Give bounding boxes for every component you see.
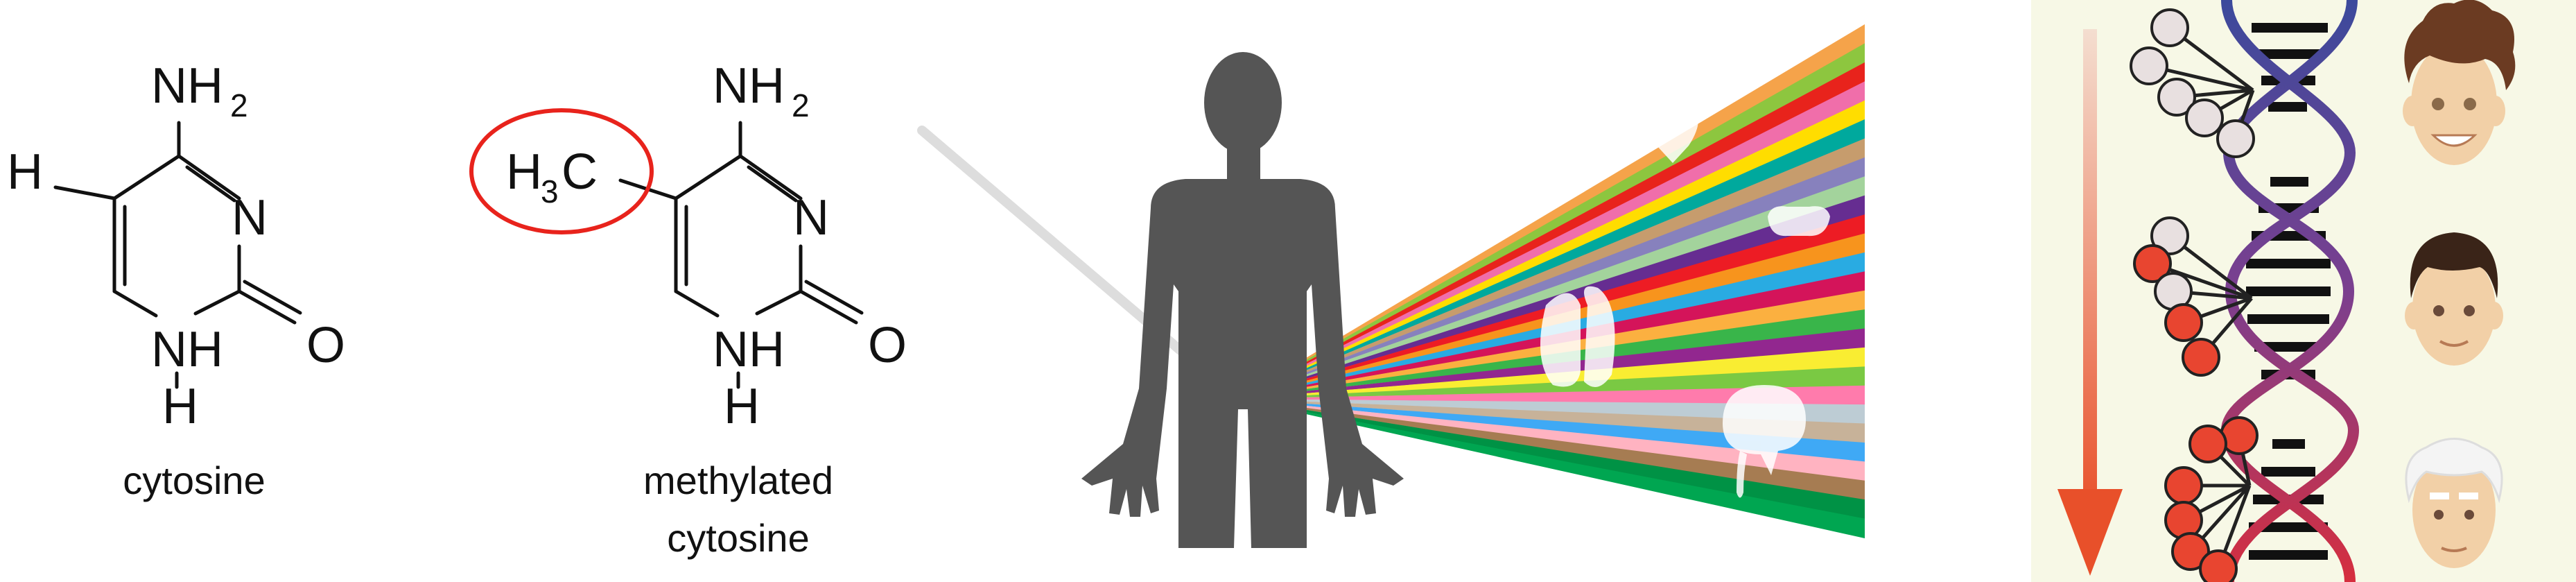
spectrum-beam (1237, 347, 1865, 399)
spectrum-beam (1237, 366, 1865, 399)
unmethylated-marker (2216, 119, 2255, 158)
methyl-group-c-label: C (562, 144, 598, 200)
human-silhouette (1081, 52, 1404, 548)
methylated-marker (2133, 244, 2172, 283)
methylated-marker (2199, 549, 2238, 582)
methylated-nh-label: NH (713, 322, 785, 377)
spectrum-beam (1237, 43, 1865, 399)
methylated-marker (2171, 532, 2210, 571)
dna-backbone-right (2220, 0, 2358, 582)
unmethylated-marker (2150, 8, 2189, 47)
elderly-face (2405, 438, 2503, 568)
methylated-cytosine-molecule: NH 2 H 3 C N O NH H methylated cytosine (469, 58, 907, 560)
spectrum-beam (1237, 233, 1865, 399)
methylated-marker (2164, 466, 2203, 505)
liver-icon (1768, 206, 1830, 237)
age-arrow-shaft (2083, 29, 2097, 515)
cytosine-nh-hydrogen-label: H (162, 379, 198, 434)
unmethylated-marker (2130, 46, 2168, 85)
cytosine-nh-label: NH (151, 322, 223, 377)
spectrum-beam (1237, 138, 1865, 399)
heart-icon (1646, 103, 1698, 163)
methylated-caption-line2: cytosine (667, 516, 809, 560)
body-spectrum-panel (917, 24, 1865, 548)
adult-face (2405, 232, 2503, 366)
methylated-caption-line1: methylated (643, 459, 833, 502)
organ-icons (1540, 103, 1830, 498)
cytosine-amine-subscript: 2 (230, 87, 248, 123)
spectrum-beam (1237, 100, 1865, 399)
methylated-oxygen-label: O (868, 318, 907, 373)
brain-icon (1723, 385, 1806, 475)
spectrum-beam (1237, 195, 1865, 399)
methylated-marker (2182, 338, 2220, 377)
unmethylated-marker (2185, 99, 2224, 137)
lungs-icon (1540, 286, 1615, 387)
methyl-highlight-circle (469, 108, 654, 234)
methyl-group-subscript: 3 (541, 173, 559, 209)
age-arrow-head (2057, 489, 2123, 576)
methyl-group-h-label: H (506, 144, 542, 200)
spectrum-beam (1237, 309, 1865, 399)
spectrum-beam (1237, 176, 1865, 399)
cytosine-molecule: NH 2 H N O NH H cytosine (7, 58, 345, 502)
spectrum-beam (1237, 399, 1865, 538)
cytosine-oxygen-label: O (306, 318, 345, 373)
spectrum-beam (1237, 81, 1865, 399)
young-face (2403, 0, 2516, 165)
cytosine-amine-label: NH (151, 58, 223, 114)
methylated-amine-subscript: 2 (792, 87, 810, 123)
spectrum-beam (1237, 24, 1865, 399)
methylated-marker (2188, 425, 2227, 463)
spine-icon (1737, 451, 1747, 498)
methylated-marker (2164, 501, 2203, 540)
methylated-marker (2164, 303, 2203, 342)
unmethylated-marker (2150, 216, 2189, 255)
unmethylated-marker (2157, 78, 2196, 117)
aging-panel (2031, 0, 2576, 582)
methylation-markers (2130, 8, 2259, 582)
cytosine-ring-nitrogen-label: N (232, 190, 268, 246)
cytosine-hydrogen-label: H (7, 144, 43, 200)
cytosine-caption: cytosine (123, 459, 265, 502)
methylated-amine-label: NH (713, 58, 785, 114)
methylated-ring-nitrogen-label: N (793, 190, 829, 246)
methylated-nh-hydrogen-label: H (724, 379, 760, 434)
spectrum-beam (1237, 62, 1865, 399)
spectrum-beam (1237, 271, 1865, 399)
